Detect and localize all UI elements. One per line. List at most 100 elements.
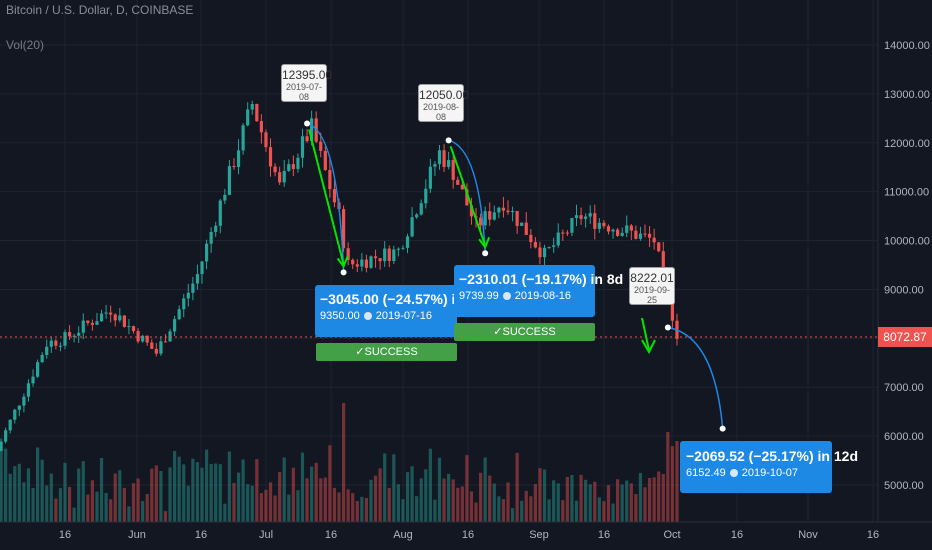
candle-body — [529, 234, 533, 243]
price-tick-label: 9000.00 — [884, 284, 924, 296]
volume-bar — [58, 488, 63, 522]
projection-start-point — [664, 324, 671, 331]
candle-body — [629, 225, 633, 231]
volume-bar — [259, 493, 263, 522]
candle-body — [282, 170, 286, 183]
candle-body — [570, 217, 574, 233]
candle-body — [163, 341, 168, 343]
candle-body — [273, 166, 277, 173]
candle-body — [63, 332, 67, 346]
volume-bar — [328, 445, 332, 522]
volume-bar — [670, 446, 675, 522]
candle-body — [291, 164, 295, 169]
candle-body — [469, 205, 474, 217]
time-axis: 16 Jun 16 Jul 16 Aug 16 Sep 16 Oct 16 Nov 16 — [0, 521, 932, 541]
volume-bar — [182, 464, 186, 522]
candle-body — [643, 233, 647, 235]
volume-bar — [310, 466, 314, 522]
candle-body — [323, 150, 327, 170]
volume-bar — [90, 480, 95, 522]
volume-bar — [451, 479, 455, 522]
candle-body — [515, 210, 519, 226]
candle-body — [405, 236, 410, 248]
peak-label-1[interactable]: 12395.00 2019-07-08 — [281, 64, 332, 102]
candle-body — [415, 214, 419, 218]
price-tick-label: 13000.00 — [884, 89, 930, 101]
candle-body — [241, 125, 245, 151]
candle-body — [13, 409, 17, 420]
peak-label-price: 8222.01 — [630, 271, 674, 285]
volume-bar — [401, 499, 405, 522]
volume-bar — [456, 487, 460, 522]
time-tick-label: 16 — [867, 529, 879, 541]
candle-body — [236, 150, 241, 167]
clock-icon — [363, 312, 372, 320]
volume-bar — [204, 449, 209, 522]
candle-body — [17, 405, 21, 410]
green-arrow — [449, 146, 487, 246]
volume-bar — [360, 496, 364, 522]
volume-bar — [54, 498, 58, 522]
volume-bar — [214, 463, 218, 522]
volume-bar — [49, 473, 53, 522]
projection-box-3[interactable]: −2069.52 (−25.17%) in 12d 6152.49 2019-10… — [680, 441, 858, 493]
volume-bar — [515, 452, 519, 522]
candle-body — [369, 256, 373, 268]
volume-bar — [63, 462, 67, 522]
peak-label-3[interactable]: 8222.01 2019-09-25 — [629, 267, 675, 305]
candle-body — [300, 136, 305, 158]
candle-body — [483, 211, 487, 226]
volume-bar — [278, 472, 282, 522]
projection-end-point — [482, 250, 489, 257]
volume-bar — [538, 468, 542, 522]
candle-body — [410, 217, 414, 237]
candle-body — [223, 194, 227, 201]
volume-bar — [45, 485, 49, 522]
volume-bar — [611, 503, 615, 522]
candle-body — [58, 345, 63, 347]
volume-bar — [173, 450, 177, 522]
volume-bar — [186, 485, 190, 522]
candle-body — [346, 248, 350, 260]
candle-body — [332, 189, 337, 203]
green-arrow-head — [478, 236, 491, 250]
volume-bar — [250, 485, 254, 522]
candle-body — [191, 283, 195, 293]
volume-bar — [223, 503, 227, 522]
volume-bar — [574, 500, 579, 522]
peak-label-date: 2019-09-25 — [633, 285, 671, 305]
chart-grid — [0, 0, 878, 522]
volume-bar — [606, 485, 611, 522]
candle-body — [506, 210, 510, 213]
candle-body — [552, 245, 556, 247]
projection-box-1[interactable]: −3045.00 (−24.57%) in 8d 9350.00 2019-07-… — [315, 285, 484, 337]
volume-bar — [524, 490, 528, 522]
volume-bar — [236, 472, 241, 522]
volume-bar — [113, 473, 117, 522]
candle-body — [264, 132, 268, 148]
volume-bar — [529, 496, 533, 522]
volume-bar — [625, 480, 629, 522]
candle-body — [574, 215, 579, 218]
candle-body — [95, 321, 99, 325]
candle-body — [579, 215, 583, 219]
candle-body — [547, 246, 551, 248]
time-tick-label: Aug — [393, 529, 413, 541]
volume-bar — [0, 449, 3, 522]
candle-body — [127, 326, 131, 328]
candle-body — [428, 166, 432, 189]
candlesticks — [0, 100, 679, 452]
volume-bar — [634, 494, 638, 522]
projection-box-2[interactable]: −2310.01 (−19.17%) in 8d 9739.99 2019-08-… — [454, 265, 623, 317]
volume-bar — [145, 494, 149, 522]
volume-bar — [588, 484, 592, 522]
price-axis: 14000.00 13000.00 12000.00 11000.00 10000.00… — [877, 0, 930, 522]
peak-label-2[interactable]: 12050.00 2019-08-08 — [418, 84, 469, 122]
peak-label-date: 2019-07-08 — [285, 82, 323, 102]
candle-body — [593, 213, 597, 229]
volume-bar — [492, 483, 496, 522]
volume-bar — [570, 475, 574, 522]
candle-body — [173, 319, 177, 332]
candle-body — [433, 164, 437, 167]
